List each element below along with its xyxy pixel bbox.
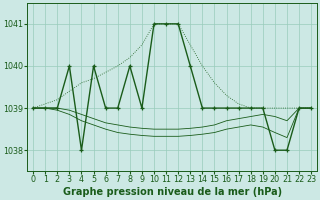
- X-axis label: Graphe pression niveau de la mer (hPa): Graphe pression niveau de la mer (hPa): [63, 187, 282, 197]
